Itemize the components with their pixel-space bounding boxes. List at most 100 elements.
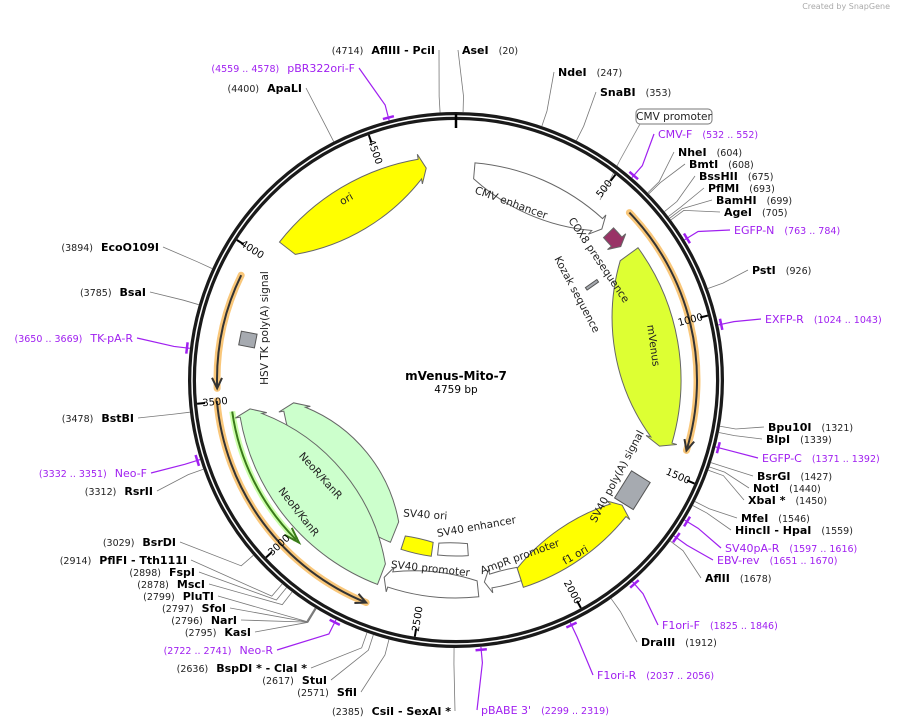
site-position: (2617): [262, 676, 294, 687]
primer-label[interactable]: (4559 .. 4578) pBR322ori-F: [211, 62, 355, 75]
feature-neor-kanr: [234, 408, 386, 586]
site-name: EXFP-R: [765, 313, 804, 326]
site-label-text: pBABE 3' (2299 .. 2319): [481, 704, 609, 717]
enzyme-site-label[interactable]: XbaI * (1450): [748, 494, 827, 507]
site-label-text: (2722 .. 2741) Neo-R: [164, 644, 274, 657]
enzyme-site-label[interactable]: (2898) FspI: [129, 566, 195, 579]
primer-label[interactable]: (2722 .. 2741) Neo-R: [164, 644, 274, 657]
enzyme-site-label[interactable]: (2914) PflFI - Tth111I: [60, 554, 187, 567]
site-label-text: EBV-rev (1651 .. 1670): [717, 554, 837, 567]
site-position: (20): [499, 46, 519, 57]
enzyme-site-label[interactable]: (2636) BspDI * - ClaI *: [177, 662, 308, 675]
enzyme-site-label[interactable]: (3478) BstBI: [62, 412, 134, 425]
tick-mark: [609, 174, 617, 182]
primer-binding-mark: [683, 516, 692, 528]
enzyme-site-label[interactable]: BsrGI (1427): [757, 470, 832, 483]
site-label-text: HincII - HpaI (1559): [735, 524, 853, 537]
primer-label[interactable]: (3650 .. 3669) TK-pA-R: [15, 332, 134, 345]
primer-label[interactable]: (3332 .. 3351) Neo-F: [39, 467, 147, 480]
primer-binding-mark: [194, 454, 201, 467]
enzyme-site-label[interactable]: BssHII (675): [699, 170, 773, 183]
site-leader: [438, 49, 441, 113]
site-name: TK-pA-R: [89, 332, 133, 345]
enzyme-site-label[interactable]: BmtI (608): [689, 158, 754, 171]
primer-label[interactable]: EXFP-R (1024 .. 1043): [765, 313, 882, 326]
site-name: BmtI: [689, 158, 718, 171]
enzyme-site-label[interactable]: (2795) KasI: [185, 626, 251, 639]
enzyme-site-label[interactable]: MfeI (1546): [741, 512, 810, 525]
site-name: CsiI - SexAI *: [372, 705, 452, 718]
tick-label: 500: [595, 178, 615, 200]
site-name: MscI: [177, 578, 205, 591]
enzyme-site-label[interactable]: SnaBI (353): [600, 86, 671, 99]
enzyme-site-label[interactable]: (4400) ApaLI: [227, 82, 302, 95]
site-position: (1651 .. 1670): [770, 556, 838, 567]
primer-leader: [718, 318, 762, 326]
enzyme-site-label[interactable]: (3312) RsrII: [85, 485, 153, 498]
enzyme-site-label[interactable]: AgeI (705): [724, 206, 788, 219]
site-position: (3312): [85, 487, 117, 498]
site-position: (2799): [143, 592, 175, 603]
site-name: AgeI: [724, 206, 752, 219]
site-name: DraIII: [641, 636, 675, 649]
primer-label[interactable]: EGFP-C (1371 .. 1392): [762, 452, 880, 465]
enzyme-site-label[interactable]: BamHI (699): [716, 194, 792, 207]
enzyme-site-label[interactable]: (2796) NarI: [171, 614, 237, 627]
enzyme-site-label[interactable]: DraIII (1912): [641, 636, 717, 649]
site-leader: [240, 608, 317, 623]
enzyme-site-label[interactable]: (2799) PluTI: [143, 590, 214, 603]
feature-cox8-presequence: [602, 227, 627, 250]
enzyme-site-label[interactable]: AseI (20): [462, 44, 518, 57]
enzyme-site-label[interactable]: NotI (1440): [753, 482, 821, 495]
site-leader: [707, 269, 749, 289]
feature-ampr-promoter: [483, 566, 522, 594]
orf-mvenus-arrowhead: [683, 438, 695, 453]
orf-tk-highlight: [213, 271, 245, 392]
primer-label[interactable]: EBV-rev (1651 .. 1670): [717, 554, 837, 567]
primer-leader: [632, 581, 659, 626]
enzyme-site-label[interactable]: BlpI (1339): [766, 433, 832, 446]
site-label-text: (2571) SfiI: [297, 686, 357, 699]
enzyme-site-label[interactable]: NheI (604): [678, 146, 742, 159]
primer-label[interactable]: F1ori-F (1825 .. 1846): [662, 619, 778, 632]
feature-kozak-sequence: [584, 278, 600, 291]
enzyme-site-label[interactable]: (3894) EcoO109I: [61, 241, 159, 254]
primer-binding-mark: [682, 232, 691, 244]
enzyme-site-label[interactable]: (4714) AflIII - PciI: [332, 44, 435, 57]
primer-label[interactable]: F1ori-R (2037 .. 2056): [597, 669, 714, 682]
enzyme-site-label[interactable]: (2617) StuI: [262, 674, 327, 687]
enzyme-site-label[interactable]: (2571) SfiI: [297, 686, 357, 699]
enzyme-site-label[interactable]: PflMI (693): [708, 182, 775, 195]
enzyme-site-label[interactable]: HincII - HpaI (1559): [735, 524, 853, 537]
enzyme-site-label[interactable]: (2385) CsiI - SexAI *: [332, 705, 451, 718]
site-name: SfoI: [202, 602, 226, 615]
enzyme-site-label[interactable]: (2797) SfoI: [162, 602, 226, 615]
site-label-text: SV40pA-R (1597 .. 1616): [725, 542, 857, 555]
site-leader: [576, 91, 597, 141]
primer-label[interactable]: CMV-F (532 .. 552): [658, 128, 758, 141]
site-label-text: (2914) PflFI - Tth111I: [60, 554, 187, 567]
enzyme-site-label[interactable]: NdeI (247): [558, 66, 622, 79]
enzyme-site-label[interactable]: Bpu10I (1321): [768, 421, 853, 434]
tick-label: 2500: [411, 606, 426, 633]
primer-leader: [136, 337, 190, 349]
feature-cmv-enhancer: [473, 162, 607, 235]
enzyme-site-label[interactable]: AflII (1678): [705, 572, 771, 585]
primer-label[interactable]: pBABE 3' (2299 .. 2319): [481, 704, 609, 717]
enzyme-site-label[interactable]: (3785) BsaI: [80, 286, 146, 299]
enzyme-site-label[interactable]: PstI (926): [752, 264, 811, 277]
primer-label[interactable]: SV40pA-R (1597 .. 1616): [725, 542, 857, 555]
enzyme-site-label[interactable]: (2878) MscI: [137, 578, 205, 591]
site-name: SnaBI: [600, 86, 636, 99]
enzyme-site-label[interactable]: (3029) BsrDI: [103, 536, 176, 549]
primer-binding-mark: [475, 647, 487, 652]
site-name: SfiI: [337, 686, 357, 699]
site-position: (1450): [795, 496, 827, 507]
feature-label: Kozak sequence: [551, 254, 601, 334]
site-name: Neo-R: [239, 644, 273, 657]
site-label-text: EXFP-R (1024 .. 1043): [765, 313, 882, 326]
primer-label[interactable]: EGFP-N (763 .. 784): [734, 224, 840, 237]
site-leader: [229, 607, 316, 623]
primer-binding-mark: [672, 532, 681, 543]
